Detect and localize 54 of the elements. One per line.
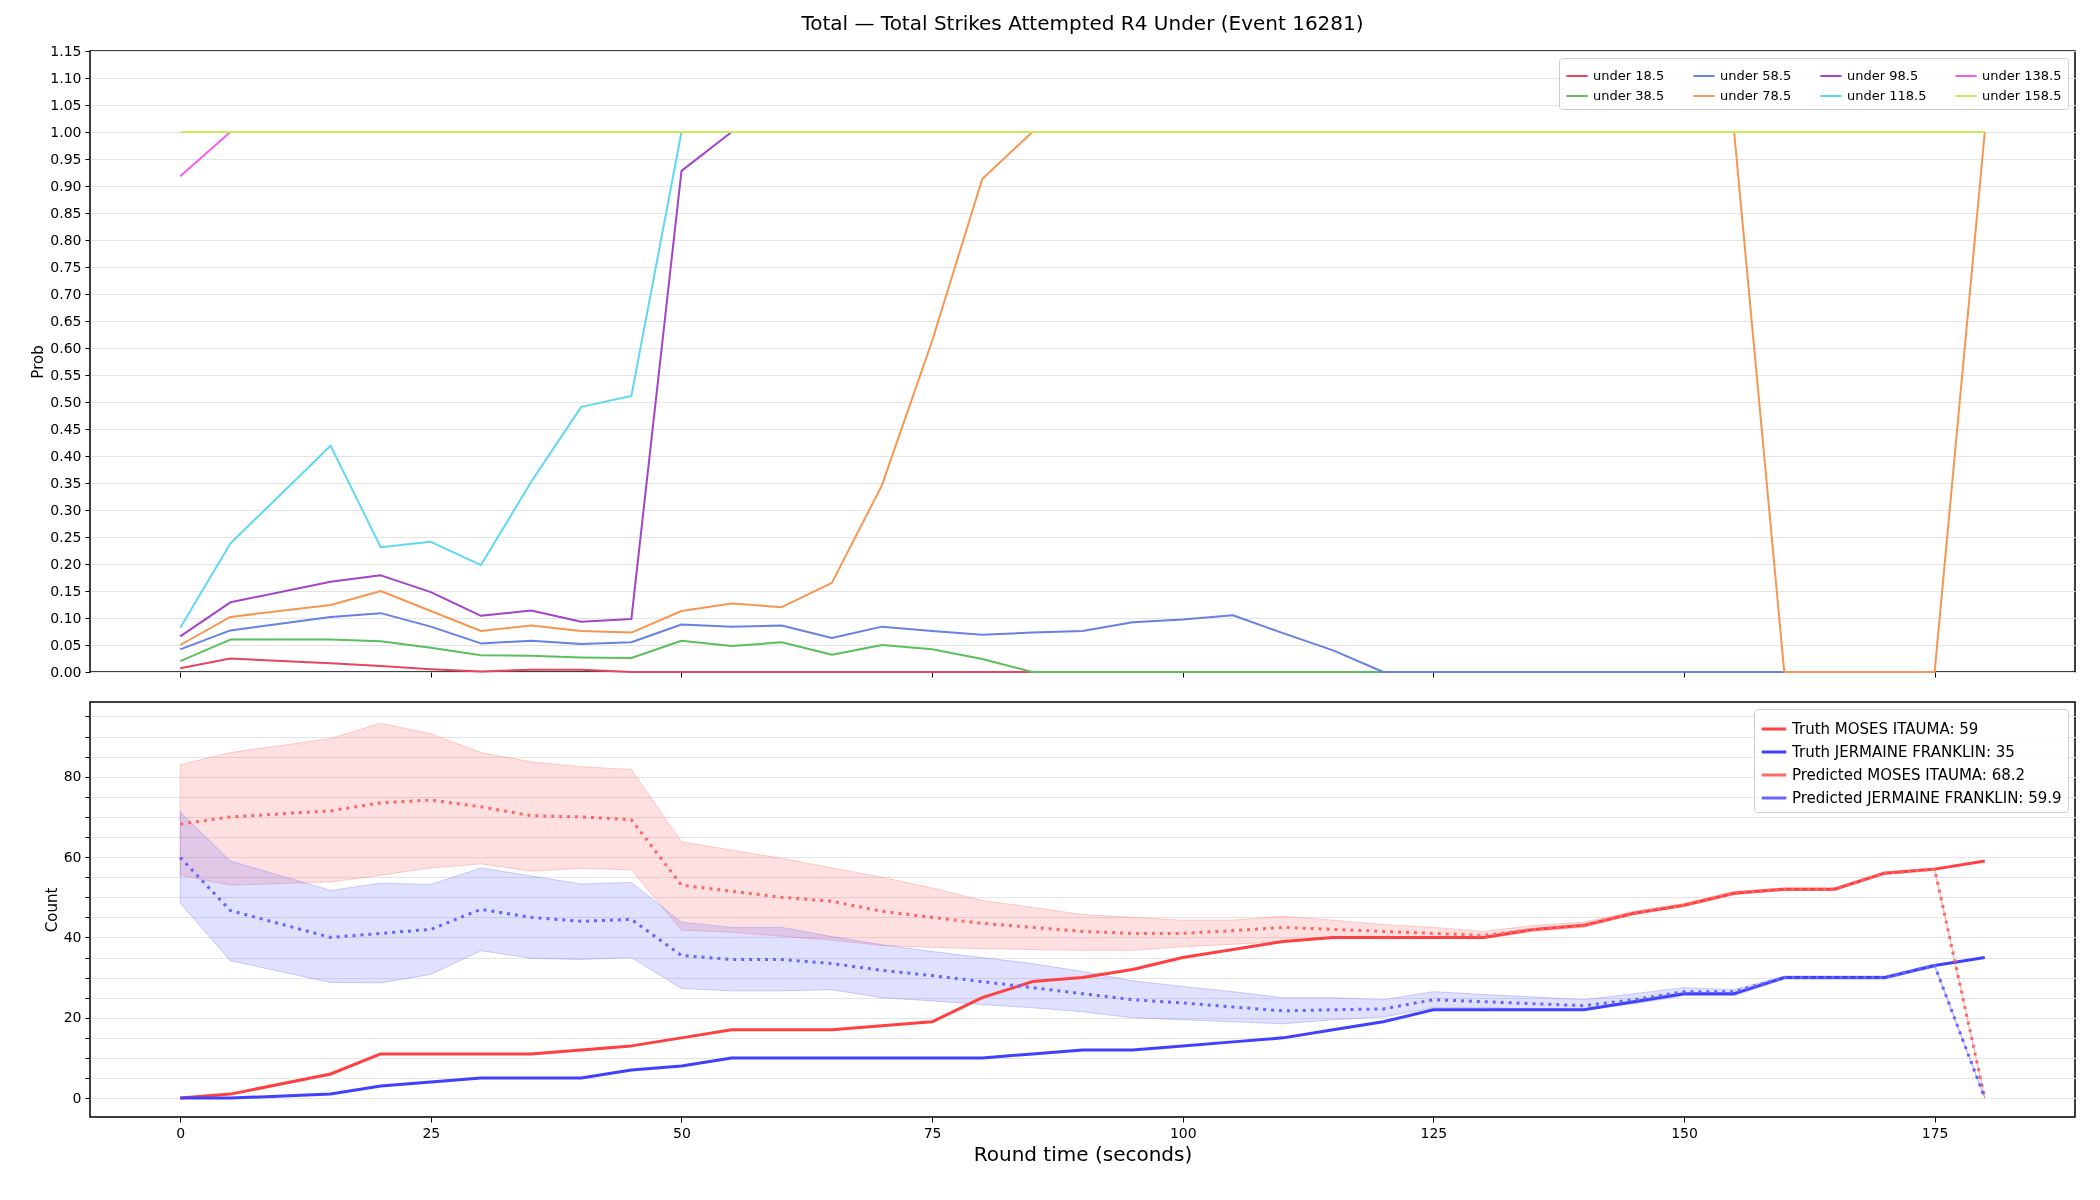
- x-tick-label: 0: [176, 1124, 186, 1141]
- legend-label: Truth MOSES ITAUMA: 59: [1791, 720, 1979, 738]
- legend-label: under 158.5: [1982, 88, 2062, 103]
- x-axis-title: Round time (seconds): [973, 1141, 1193, 1166]
- y-tick-label: 0.95: [50, 150, 82, 167]
- y-tick-label: 0.40: [50, 447, 82, 464]
- y-tick-label: 0.55: [50, 366, 82, 383]
- y-tick-label: 1.15: [50, 42, 82, 59]
- y-tick-label: 80: [63, 768, 82, 785]
- x-tick-label: 50: [673, 1124, 691, 1141]
- legend-label: under 78.5: [1720, 88, 1792, 103]
- x-tick-label: 100: [1169, 1124, 1197, 1141]
- y-tick-label: 1.10: [50, 69, 82, 86]
- y-tick-label: 0.25: [50, 528, 82, 545]
- y-tick-label: 0.00: [50, 663, 82, 680]
- x-tick-label: 150: [1671, 1124, 1698, 1141]
- chart-title: Total — Total Strikes Attempted R4 Under (Event 16281): [800, 11, 1364, 35]
- legend-label: under 138.5: [1982, 68, 2062, 83]
- x-tick-label: 175: [1921, 1124, 1949, 1141]
- y-axis-title: Prob: [29, 345, 48, 379]
- y-tick-label: 0.10: [50, 609, 82, 626]
- x-tick-label: 125: [1420, 1124, 1448, 1141]
- legend-label: under 118.5: [1847, 88, 1927, 103]
- y-tick-label: 0.50: [50, 393, 82, 410]
- legend-label: under 38.5: [1593, 88, 1665, 103]
- y-tick-label: 0.90: [50, 177, 82, 194]
- legend-label: Predicted JERMAINE FRANKLIN: 59.9: [1792, 789, 2062, 807]
- y-tick-label: 40: [63, 928, 82, 945]
- y-tick-label: 1.05: [50, 96, 82, 113]
- y-tick-label: 0.70: [50, 285, 82, 302]
- y-tick-label: 20: [63, 1009, 82, 1026]
- y-tick-label: 0.45: [50, 420, 82, 437]
- legend-label: under 18.5: [1593, 68, 1665, 83]
- y-tick-label: 0.75: [50, 258, 82, 275]
- legend-label: under 58.5: [1720, 68, 1792, 83]
- x-tick-label: 25: [422, 1124, 441, 1141]
- y-tick-label: 0.15: [50, 582, 82, 599]
- y-tick-label: 0: [72, 1089, 82, 1106]
- y-tick-label: 0.80: [50, 231, 82, 248]
- legend-label: Truth JERMAINE FRANKLIN: 35: [1791, 743, 2015, 761]
- y-tick-label: 0.30: [50, 501, 82, 518]
- y-tick-label: 0.60: [50, 339, 82, 356]
- y-tick-label: 0.85: [50, 204, 82, 221]
- legend-label: Predicted MOSES ITAUMA: 68.2: [1792, 766, 2026, 784]
- y-tick-label: 60: [63, 848, 82, 865]
- y-tick-label: 1.00: [50, 123, 82, 140]
- legend-label: under 98.5: [1847, 68, 1919, 83]
- y-tick-label: 0.05: [50, 636, 82, 653]
- x-tick-label: 75: [923, 1124, 942, 1141]
- y-axis-title: Count: [42, 887, 61, 933]
- line-series: [178, 956, 1987, 1100]
- y-tick-label: 0.35: [50, 474, 82, 491]
- y-tick-label: 0.65: [50, 312, 82, 329]
- y-tick-label: 0.20: [50, 555, 82, 572]
